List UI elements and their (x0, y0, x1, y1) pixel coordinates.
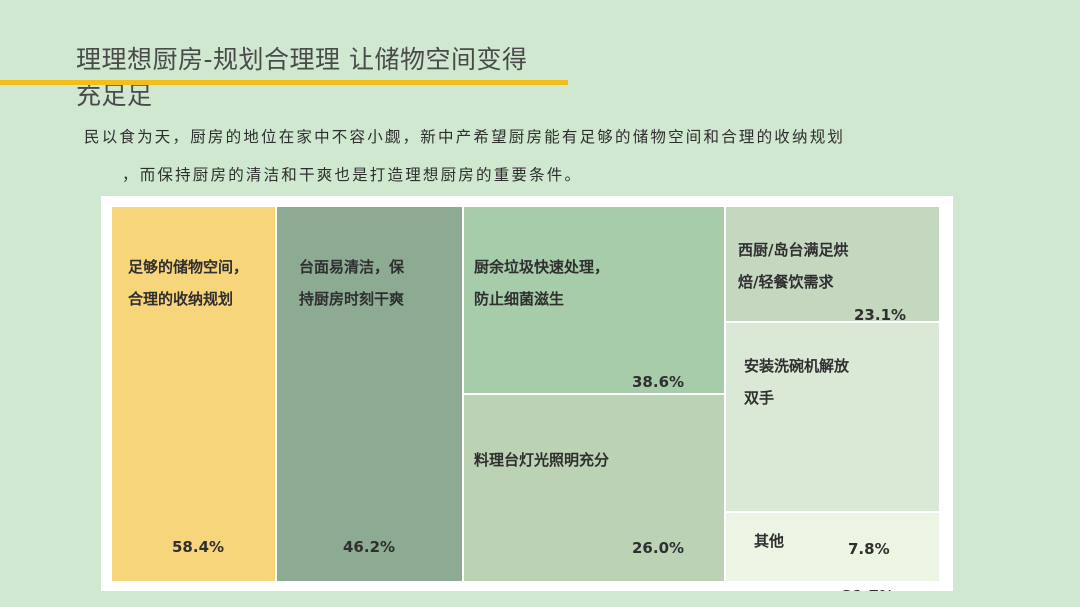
tile-label: 双手 (744, 389, 774, 407)
tile-label: 其他 (754, 532, 784, 550)
tile-value: 58.4% (172, 538, 224, 556)
tile-value: 7.8% (848, 540, 890, 558)
intro-line-2: ，而保持厨房的清洁和干爽也是打造理想厨房的重要条件。 (122, 166, 583, 184)
treemap-chart: 足够的储物空间， 合理的收纳规划 58.4% 台面易清洁，保 持厨房时刻干爽 46.2% 厨… (101, 196, 953, 591)
treemap-tile-3: 厨余垃圾快速处理， 防止细菌滋生 38.6% (464, 207, 724, 393)
page-title: 理理想厨房-规划合理理 让储物空间变得充足足 (76, 45, 528, 110)
tile-rect (464, 395, 724, 581)
intro-paragraph: 民以食为天，厨房的地位在家中不容小觑，新中产希望厨房能有足够的储物空间和合理的收… (84, 118, 1014, 194)
treemap-tile-7: 其他 7.8% (726, 513, 939, 581)
tile-label: 台面易清洁，保 (299, 258, 405, 276)
tile-value: 38.6% (632, 373, 684, 391)
tile-label: 焙/轻餐饮需求 (738, 273, 834, 291)
tile-label: 足够的储物空间， (128, 258, 248, 276)
treemap-tile-4: 料理台灯光照明充分 26.0% (464, 395, 724, 581)
tile-value: 23.1% (854, 306, 906, 324)
tile-label: 厨余垃圾快速处理， (474, 258, 609, 276)
tile-label: 料理台灯光照明充分 (474, 451, 609, 469)
tile-label: 防止细菌滋生 (474, 290, 564, 308)
tile-label: 合理的收纳规划 (127, 290, 233, 308)
tile-rect (112, 207, 275, 581)
tile-rect (464, 207, 724, 393)
tile-value: 46.2% (343, 538, 395, 556)
treemap-tile-1: 足够的储物空间， 合理的收纳规划 58.4% (112, 207, 275, 581)
tile-label: 西厨/岛台满足烘 (738, 241, 848, 259)
tile-rect (726, 323, 939, 511)
tile-value: 26.0% (632, 539, 684, 557)
intro-line-1: 民以食为天，厨房的地位在家中不容小觑，新中产希望厨房能有足够的储物空间和合理的收… (84, 128, 846, 146)
tile-label: 安装洗碗机解放 (744, 357, 850, 375)
tile-value: 21.7% (842, 587, 894, 591)
tile-label: 持厨房时刻干爽 (299, 290, 404, 308)
page-title-block: 理理想厨房-规划合理理 让储物空间变得充足足 (76, 42, 546, 114)
tile-rect (277, 207, 462, 581)
tile-rect (726, 207, 939, 321)
title-accent-bar (0, 80, 568, 85)
tile-rect (726, 513, 939, 581)
